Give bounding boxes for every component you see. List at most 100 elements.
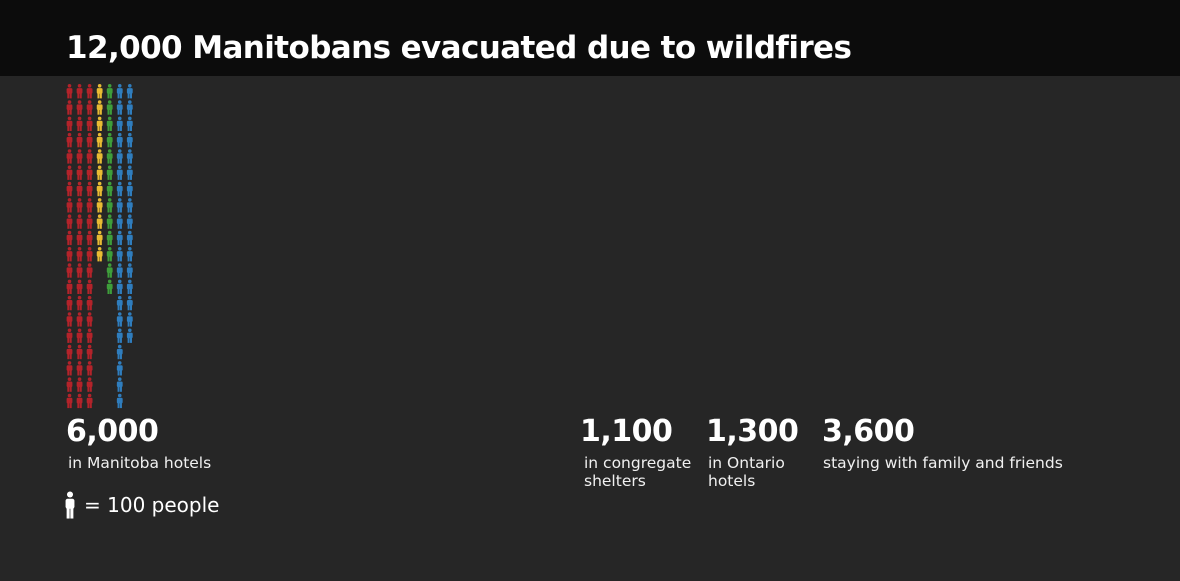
person-mark [116,279,123,294]
person-mark [76,295,83,311]
person-mark [66,279,73,294]
person-mark [96,149,103,164]
person-mark [66,214,73,229]
person-mark [116,116,123,131]
person-mark [76,181,83,197]
person-mark [116,149,123,164]
person-mark [126,149,133,164]
person-mark [86,198,93,213]
label-ontario-hotels: in Ontario hotels [708,454,785,490]
person-mark [96,247,103,262]
value-ontario-hotels: 1,300 [706,414,799,449]
person-mark [66,230,73,246]
series-group-1 [96,84,103,262]
person-mark [106,100,113,115]
person-mark [116,230,123,246]
person-mark [106,116,113,131]
person-mark [96,230,103,246]
person-mark [76,165,83,180]
person-mark [126,312,133,327]
person-mark [126,116,133,131]
person-mark [116,165,123,180]
person-mark [76,230,83,246]
person-mark [116,312,123,327]
person-mark [76,116,83,131]
person-mark [116,344,123,360]
value-manitoba-hotels: 6,000 [66,414,159,449]
person-mark [116,132,123,148]
person-mark [86,247,93,262]
label-family-friends: staying with family and friends [823,454,1063,472]
person-mark [86,377,93,392]
person-mark [86,279,93,294]
person-mark [86,393,93,409]
person-mark [86,230,93,246]
person-mark [86,344,93,360]
legend-text: = 100 people [84,493,220,517]
person-mark [86,149,93,164]
person-mark [126,230,133,246]
person-mark [86,328,93,343]
value-congregate-shelters: 1,100 [580,414,673,449]
series-group-2 [106,84,113,294]
person-mark [126,198,133,213]
person-mark [86,263,93,278]
person-mark [96,100,103,115]
chart-title: 12,000 Manitobans evacuated due to wildf… [66,30,852,66]
person-mark [106,84,113,99]
series-group-3 [116,84,133,409]
person-mark [66,84,73,99]
person-mark [116,377,123,392]
person-mark [126,328,133,343]
person-mark [86,165,93,180]
person-mark [66,165,73,180]
person-mark [76,214,83,229]
person-mark [76,132,83,148]
person-mark [126,263,133,278]
person-mark [116,247,123,262]
person-mark [126,247,133,262]
person-mark [106,247,113,262]
person-mark [96,132,103,148]
person-mark [126,84,133,99]
person-mark [86,361,93,376]
person-mark [86,84,93,99]
person-mark [126,279,133,294]
person-mark [86,116,93,131]
person-mark [66,361,73,376]
person-mark [66,100,73,115]
person-mark [66,198,73,213]
person-mark [96,116,103,131]
person-mark [126,100,133,115]
person-mark [126,214,133,229]
person-mark [116,295,123,311]
label-congregate-shelters: in congregate shelters [584,454,692,490]
person-mark [86,100,93,115]
person-mark [76,344,83,360]
person-mark [76,279,83,294]
person-mark [116,263,123,278]
person-mark [76,263,83,278]
person-mark [96,84,103,99]
value-family-friends: 3,600 [822,414,915,449]
person-mark [76,100,83,115]
person-mark [126,295,133,311]
person-mark [106,279,113,294]
person-mark [86,295,93,311]
person-mark [66,344,73,360]
legend: = 100 people [64,490,219,520]
person-mark [66,312,73,327]
person-mark [86,214,93,229]
person-mark [76,377,83,392]
person-mark [116,84,123,99]
title-bar: 12,000 Manitobans evacuated due to wildf… [0,0,1180,76]
person-mark [116,100,123,115]
person-mark [126,132,133,148]
person-mark [66,295,73,311]
person-mark [116,328,123,343]
person-mark [76,328,83,343]
person-mark [116,198,123,213]
person-mark [116,361,123,376]
person-mark [106,230,113,246]
person-mark [76,149,83,164]
